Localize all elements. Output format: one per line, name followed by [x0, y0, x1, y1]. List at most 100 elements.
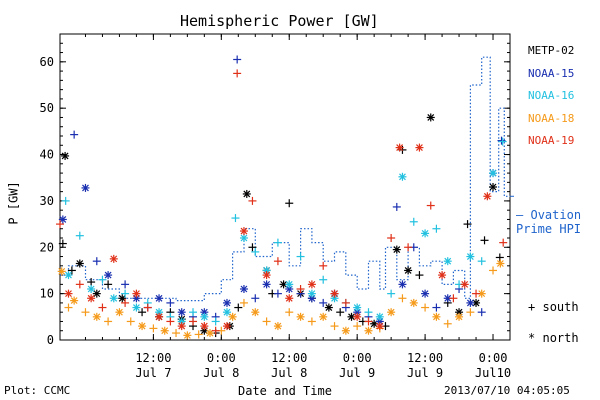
marker-stroke: [58, 267, 66, 275]
data-point: [262, 280, 271, 289]
ovation-legend-text: Ovation Prime HPI: [516, 208, 582, 236]
marker-stroke: [393, 246, 401, 254]
data-point: [421, 289, 430, 298]
data-point: [285, 199, 294, 208]
x-tick-date-label: Jul 9: [407, 366, 443, 380]
data-point: [319, 275, 328, 284]
y-tick-label: 50: [40, 101, 54, 115]
data-point: [143, 303, 152, 312]
marker-stroke: [376, 313, 384, 321]
data-point: [443, 319, 452, 328]
data-point: [426, 113, 435, 122]
data-point: [61, 151, 70, 160]
marker-stroke: [466, 253, 474, 260]
marker-stroke: [104, 271, 112, 279]
data-point: [387, 289, 396, 298]
marker-stroke: [285, 280, 293, 288]
marker-stroke: [274, 322, 282, 330]
marker-stroke: [223, 308, 231, 316]
data-point: [409, 217, 418, 226]
data-point: [392, 202, 401, 211]
x-tick-time-label: 12:00: [135, 351, 171, 365]
y-tick-label: 0: [47, 333, 54, 347]
data-point: [432, 303, 441, 312]
marker-stroke: [489, 169, 497, 177]
marker-stroke: [263, 271, 271, 279]
data-point: [307, 317, 316, 326]
data-point: [483, 192, 492, 201]
data-point: [132, 303, 141, 312]
data-point: [319, 298, 328, 307]
data-point: [75, 259, 84, 268]
data-point: [477, 257, 486, 266]
marker-stroke: [132, 290, 140, 298]
marker-stroke: [178, 308, 186, 316]
data-point: [61, 196, 70, 205]
data-point: [92, 312, 101, 321]
data-point: [58, 215, 67, 224]
data-point: [296, 312, 305, 321]
marker-stroke: [155, 294, 163, 302]
data-point: [398, 172, 407, 181]
data-point: [273, 322, 282, 331]
y-tick-label: 60: [40, 55, 54, 69]
data-point: [239, 285, 248, 293]
footer-right: 2013/07/10 04:05:05: [444, 384, 570, 397]
data-point: [455, 312, 464, 321]
data-point: [251, 294, 260, 303]
data-point: [155, 312, 164, 321]
marker-stroke: [483, 192, 491, 200]
data-point: [398, 280, 407, 289]
data-point: [480, 236, 489, 245]
data-point: [489, 169, 498, 178]
marker-stroke: [308, 280, 316, 288]
marker-stroke: [455, 313, 463, 321]
marker-stroke: [87, 285, 95, 293]
data-point: [132, 289, 141, 298]
marker-stroke: [410, 299, 418, 307]
data-point: [285, 294, 294, 303]
data-point: [233, 55, 242, 64]
data-point: [70, 130, 79, 139]
marker-stroke: [353, 313, 361, 321]
data-point: [121, 280, 130, 289]
data-point: [211, 326, 220, 335]
marker-stroke: [432, 313, 440, 321]
data-point: [443, 257, 452, 266]
legend-item: METP-02: [528, 44, 575, 57]
data-point: [443, 294, 452, 303]
marker-stroke: [387, 308, 395, 316]
data-point: [98, 275, 107, 284]
marker-stroke: [65, 290, 72, 298]
data-point: [234, 303, 243, 312]
data-point: [75, 280, 84, 289]
data-point: [477, 308, 486, 317]
data-point: [273, 289, 282, 298]
marker-stroke: [183, 331, 191, 339]
ovation-legend-dash: —: [516, 208, 524, 222]
data-point: [463, 220, 472, 229]
marker-stroke: [478, 290, 486, 298]
data-point: [166, 298, 175, 307]
north-symbol: *: [528, 331, 536, 345]
data-point: [104, 280, 113, 289]
marker-stroke: [319, 313, 327, 321]
data-point: [364, 308, 373, 317]
data-point: [183, 331, 192, 340]
data-point: [262, 271, 271, 280]
x-tick-time-label: 0:00: [207, 351, 236, 365]
marker-stroke: [59, 216, 67, 223]
data-point: [387, 308, 396, 317]
data-point: [177, 308, 186, 317]
data-point: [489, 266, 498, 275]
marker-stroke: [110, 255, 118, 263]
marker-stroke: [223, 322, 231, 330]
marker-stroke: [223, 299, 231, 307]
marker-stroke: [76, 260, 84, 267]
data-point: [307, 280, 316, 289]
data-point: [319, 261, 328, 270]
data-point: [115, 308, 124, 317]
data-point: [211, 317, 220, 326]
data-point: [70, 296, 79, 305]
marker-stroke: [240, 234, 248, 242]
